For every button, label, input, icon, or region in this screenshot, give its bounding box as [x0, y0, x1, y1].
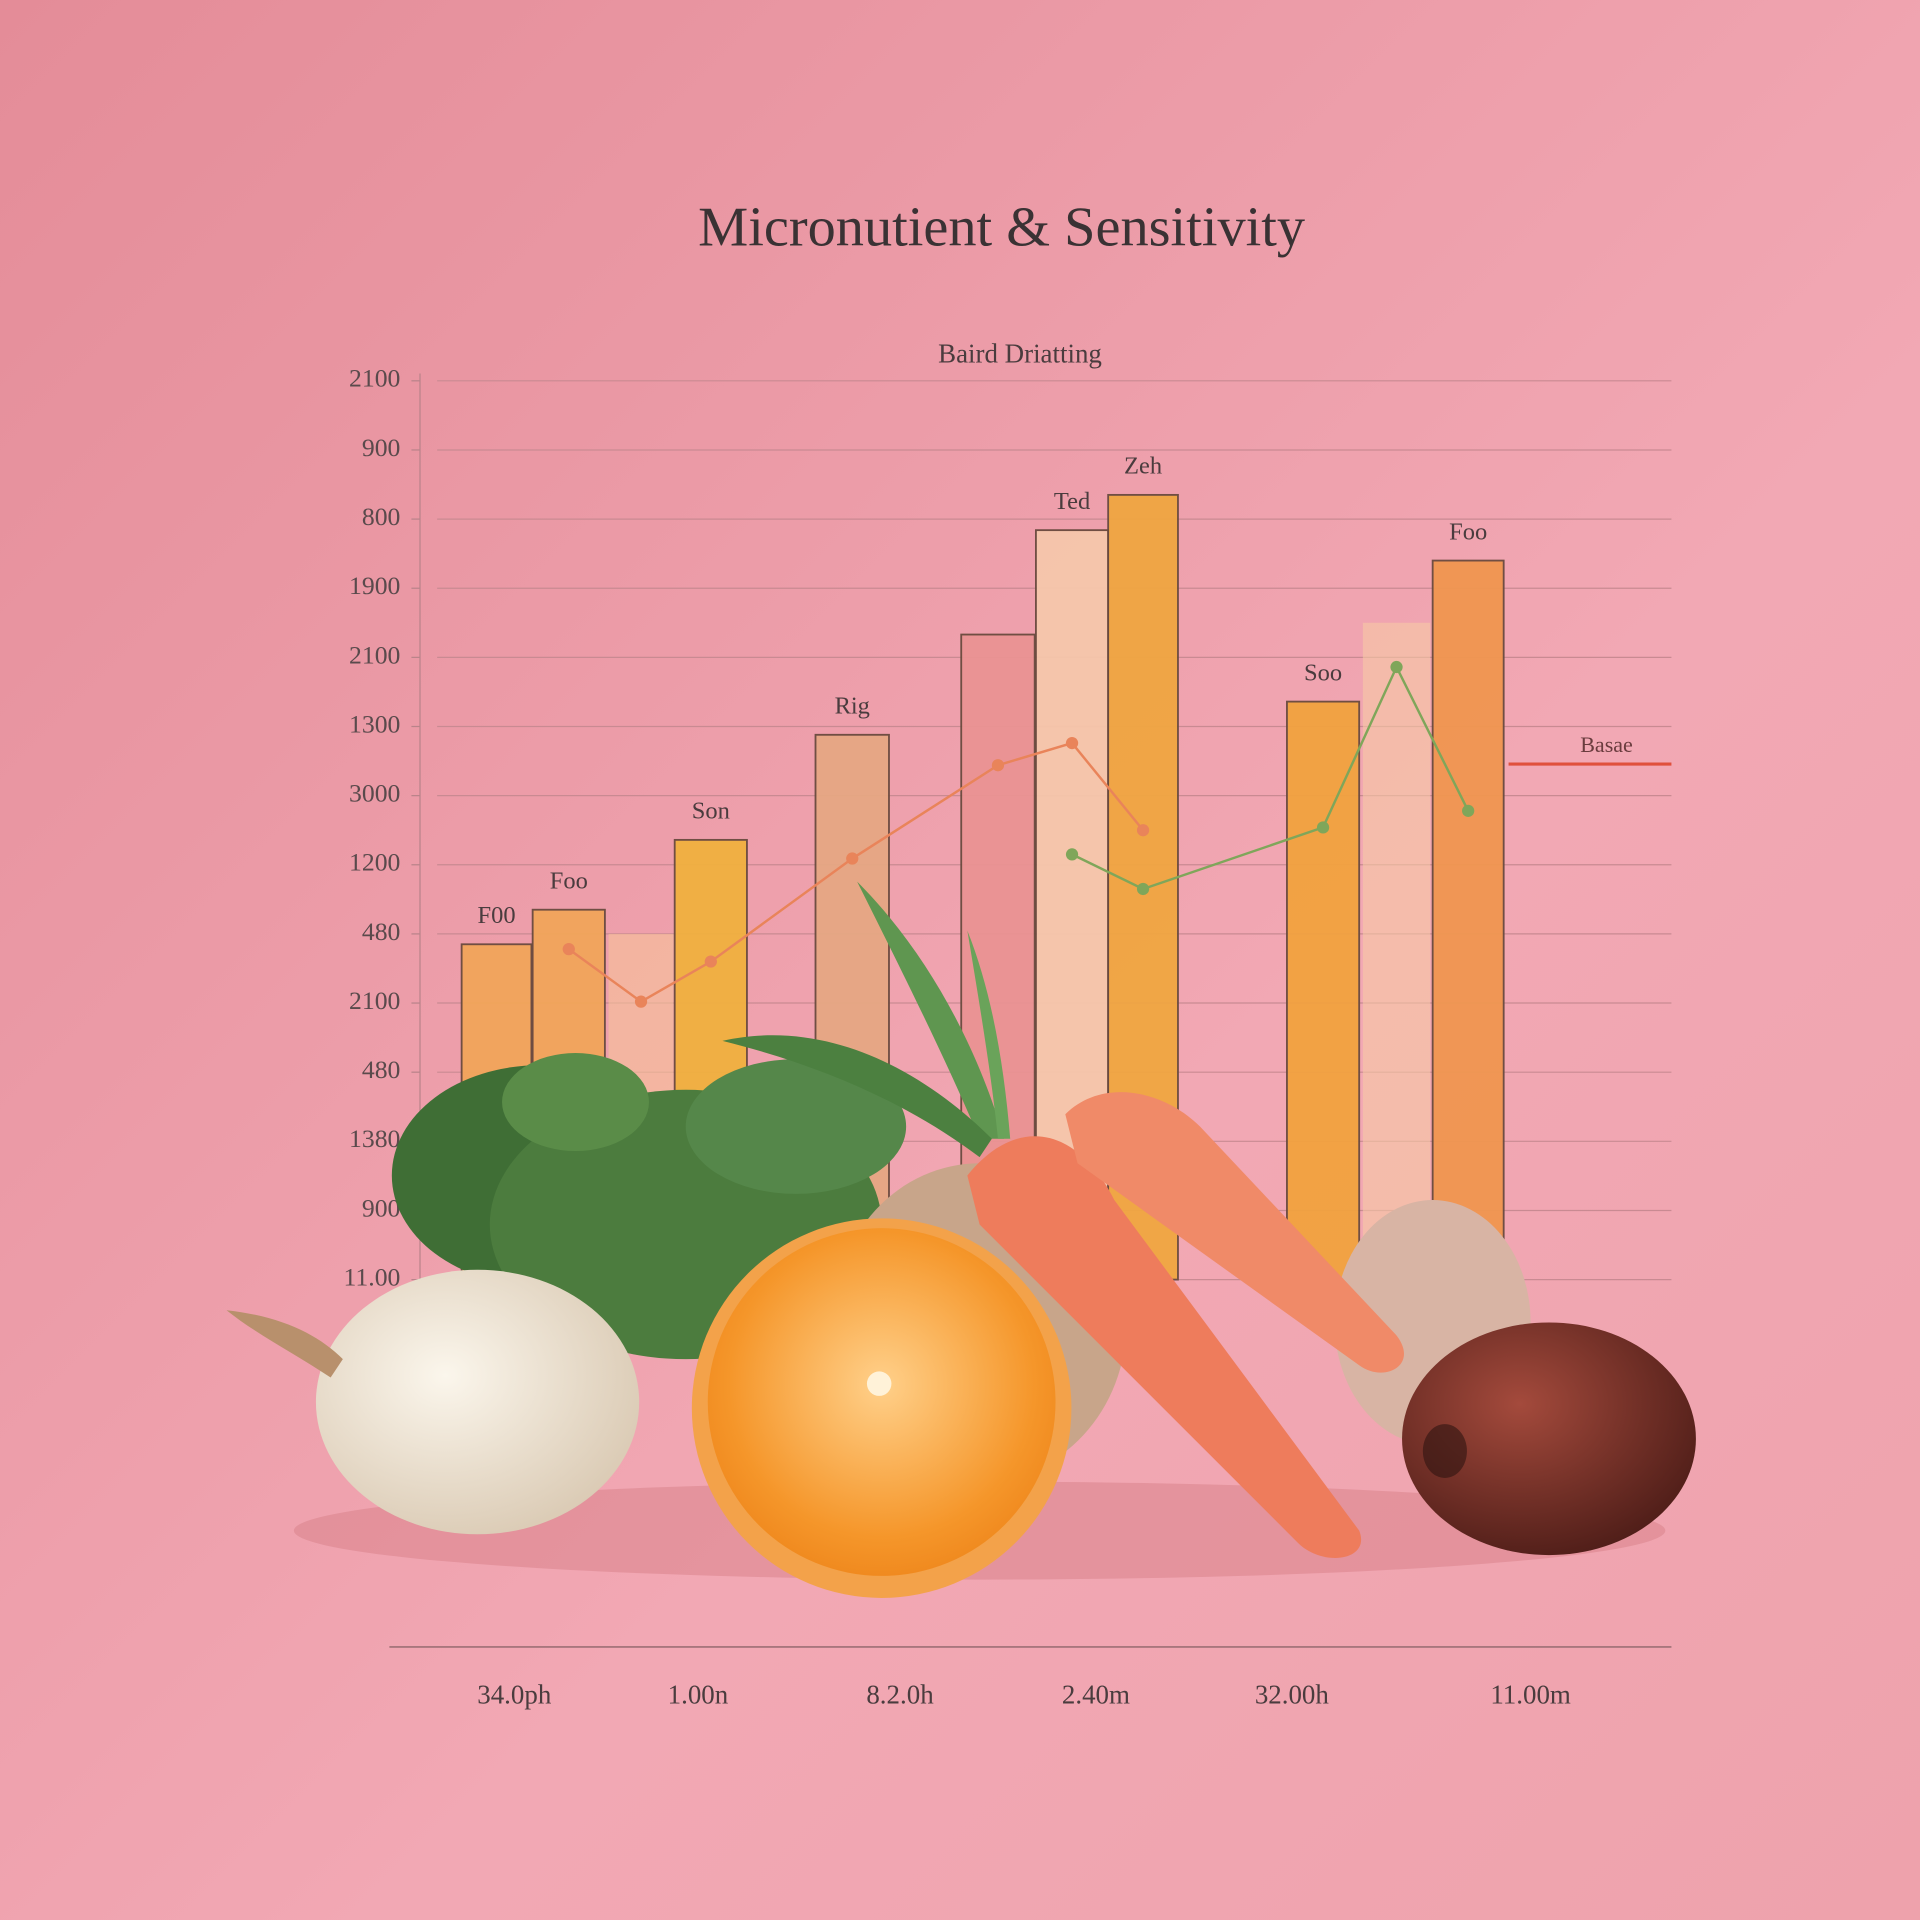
line-point [1316, 821, 1330, 834]
y-tick-label: 2100 [349, 986, 400, 1015]
bar [1286, 700, 1361, 1281]
bar-label: Foo [1449, 518, 1487, 545]
produce [226, 881, 1696, 1598]
chart-subtitle: Baird Driatting [938, 339, 1102, 369]
y-tick-label: 2100 [349, 640, 400, 669]
line-point [1390, 660, 1403, 674]
bar-label: Ted [1054, 488, 1090, 515]
bar-label: Son [692, 798, 730, 825]
x-label: 1.00n [668, 1679, 729, 1709]
line-point [991, 759, 1005, 772]
bar-label: Zeh [1124, 453, 1162, 480]
y-tick-label: 1200 [349, 848, 400, 877]
x-label: 32.00h [1255, 1679, 1330, 1709]
y-tick-label: 1300 [349, 709, 400, 738]
bar-label: Soo [1304, 659, 1342, 686]
chart-title: Micronutient & Sensitivity [698, 197, 1305, 259]
y-tick-label: 480 [362, 917, 401, 946]
bar-label: F00 [477, 902, 515, 929]
line-point [1136, 882, 1150, 896]
y-tick-label: 800 [362, 502, 401, 531]
line-point [1065, 736, 1079, 750]
bar-label: Foo [550, 867, 588, 894]
line-point [634, 995, 648, 1008]
x-label: 34.0ph [477, 1679, 552, 1709]
line-point [562, 942, 575, 956]
x-label: 8.2.0h [866, 1679, 934, 1709]
y-tick-label: 2100 [349, 364, 400, 393]
bar [1431, 559, 1505, 1281]
x-label: 2.40m [1062, 1679, 1130, 1709]
line-point [846, 852, 859, 865]
y-tick-label: 900 [362, 1193, 401, 1222]
y-tick-label: 3000 [349, 779, 400, 808]
line-point [704, 955, 717, 968]
y-tick-label: 1900 [349, 571, 400, 600]
y-tick-label: 480 [362, 1055, 401, 1084]
line-point [1065, 848, 1079, 861]
bar-label: Rig [835, 692, 870, 719]
annotation: Basae [1580, 732, 1633, 757]
bar [1362, 622, 1431, 1280]
y-tick-label: 11.00 [344, 1262, 401, 1291]
y-tick-label: 900 [362, 433, 401, 462]
x-label: 11.00m [1490, 1679, 1571, 1709]
y-tick-label: 1380 [349, 1124, 400, 1153]
line-point [1136, 824, 1150, 837]
line-point [1462, 804, 1475, 817]
